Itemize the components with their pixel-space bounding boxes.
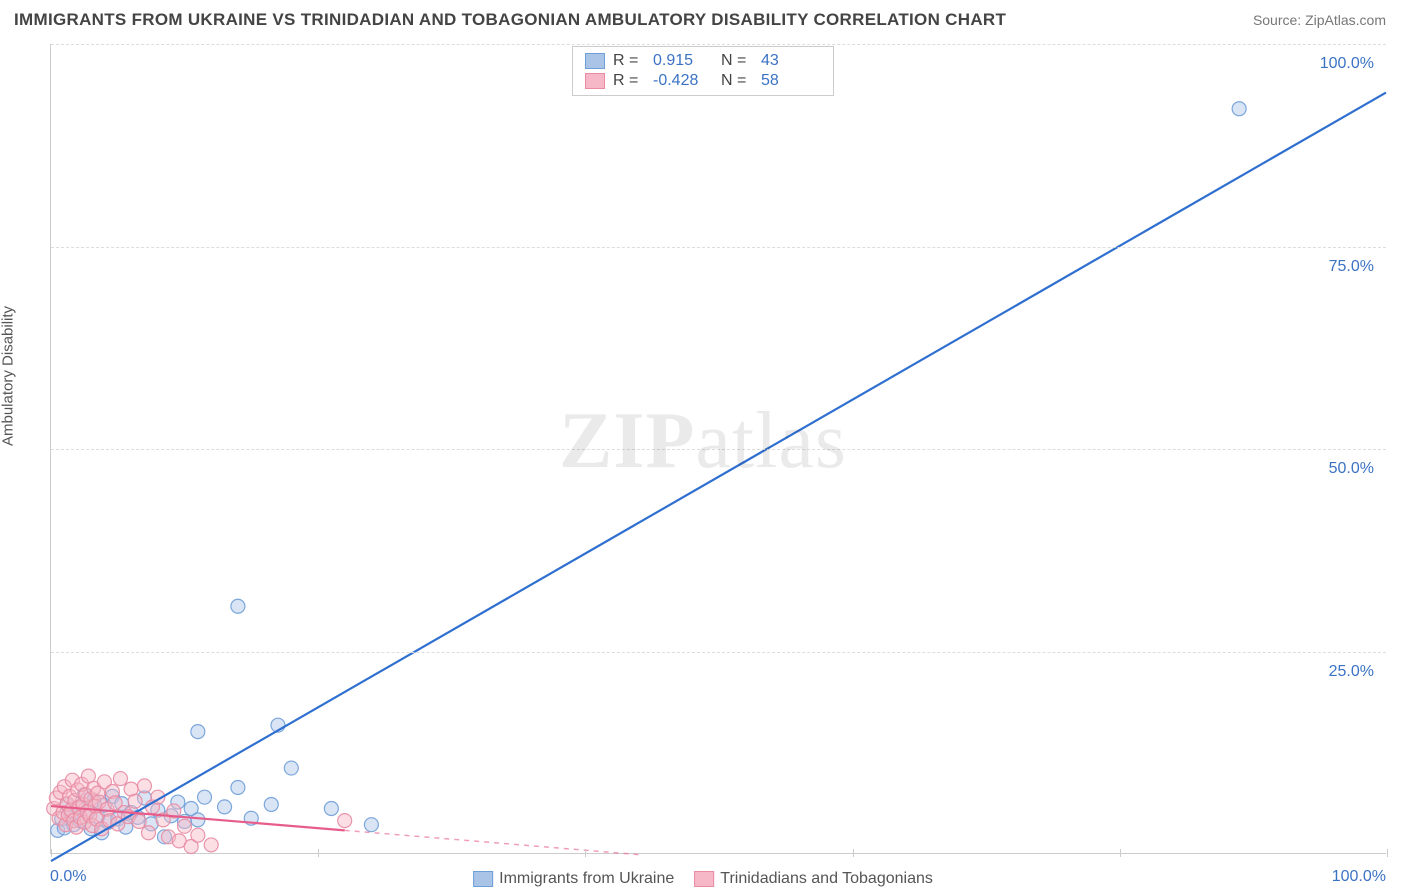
- chart-title: IMMIGRANTS FROM UKRAINE VS TRINIDADIAN A…: [14, 10, 1006, 30]
- scatter-point: [141, 826, 155, 840]
- x-tick-label: 100.0%: [1332, 868, 1386, 886]
- n-label: N =: [721, 52, 753, 70]
- r-value: -0.428: [653, 72, 713, 90]
- scatter-point: [338, 814, 352, 828]
- scatter-point: [218, 800, 232, 814]
- scatter-point: [191, 828, 205, 842]
- legend-swatch: [585, 73, 605, 89]
- scatter-point: [178, 819, 192, 833]
- series-legend-item: Trinidadians and Tobagonians: [694, 870, 933, 888]
- series-label: Trinidadians and Tobagonians: [720, 870, 933, 888]
- scatter-point: [284, 761, 298, 775]
- legend-swatch: [694, 871, 714, 887]
- n-label: N =: [721, 72, 753, 90]
- r-label: R =: [613, 52, 645, 70]
- series-legend-item: Immigrants from Ukraine: [473, 870, 674, 888]
- gridline: [51, 652, 1386, 653]
- series-legend: Immigrants from Ukraine Trinidadians and …: [465, 870, 941, 888]
- y-axis-label: Ambulatory Disability: [0, 306, 17, 446]
- scatter-point: [198, 790, 212, 804]
- gridline: [51, 44, 1386, 45]
- scatter-point: [137, 779, 151, 793]
- x-tick: [853, 849, 854, 857]
- x-tick-label: 0.0%: [50, 868, 86, 886]
- scatter-point: [364, 818, 378, 832]
- scatter-point: [191, 813, 205, 827]
- x-tick: [318, 849, 319, 857]
- scatter-point: [1232, 102, 1246, 116]
- legend-swatch: [473, 871, 493, 887]
- source-attribution: Source: ZipAtlas.com: [1253, 12, 1386, 28]
- x-tick: [1387, 849, 1388, 857]
- scatter-point: [231, 780, 245, 794]
- r-label: R =: [613, 72, 645, 90]
- x-tick: [585, 849, 586, 857]
- n-value: 58: [761, 72, 821, 90]
- source-label: Source:: [1253, 12, 1305, 28]
- scatter-point: [132, 814, 146, 828]
- legend-row: R = 0.915 N = 43: [585, 51, 821, 71]
- n-value: 43: [761, 52, 821, 70]
- scatter-point: [128, 794, 142, 808]
- legend-row: R = -0.428 N = 58: [585, 71, 821, 91]
- trend-line: [51, 93, 1386, 862]
- x-tick: [51, 849, 52, 857]
- scatter-point: [191, 725, 205, 739]
- legend-swatch: [585, 53, 605, 69]
- trend-line-extension: [345, 830, 639, 854]
- y-tick-label: 75.0%: [1329, 258, 1374, 276]
- series-label: Immigrants from Ukraine: [499, 870, 674, 888]
- scatter-point: [113, 772, 127, 786]
- scatter-point: [264, 797, 278, 811]
- r-value: 0.915: [653, 52, 713, 70]
- y-tick-label: 50.0%: [1329, 460, 1374, 478]
- scatter-point: [204, 838, 218, 852]
- y-tick-label: 25.0%: [1329, 663, 1374, 681]
- y-tick-label: 100.0%: [1320, 55, 1374, 73]
- gridline: [51, 449, 1386, 450]
- chart-plot-area: 25.0% 50.0% 75.0% 100.0%: [50, 44, 1386, 854]
- gridline: [51, 247, 1386, 248]
- source-value: ZipAtlas.com: [1305, 12, 1386, 28]
- correlation-legend: R = 0.915 N = 43 R = -0.428 N = 58: [572, 46, 834, 96]
- x-tick: [1120, 849, 1121, 857]
- scatter-point: [231, 599, 245, 613]
- scatter-point: [324, 802, 338, 816]
